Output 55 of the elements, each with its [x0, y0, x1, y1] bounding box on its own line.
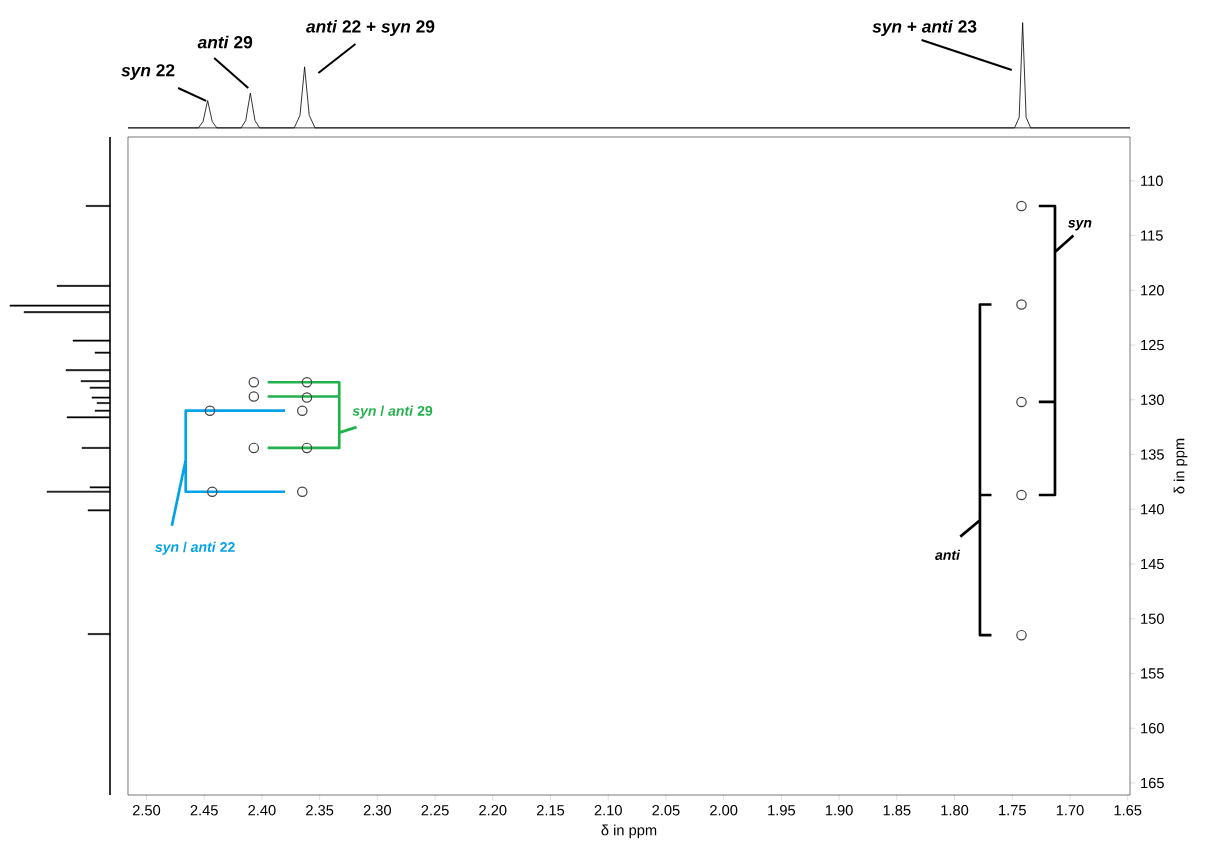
point	[207, 486, 218, 497]
x-tick-label: 1.70	[1056, 805, 1084, 816]
x-tick-label: 2.30	[363, 805, 392, 816]
y-tick-label: 135	[1141, 449, 1164, 460]
point	[297, 486, 308, 497]
annotation: anti	[935, 549, 961, 560]
x-tick-label: 2.35	[306, 805, 334, 816]
y-tick-label: 110	[1141, 175, 1163, 186]
y-tick-label: 140	[1141, 504, 1164, 515]
x-tick-label: 2.10	[594, 805, 622, 816]
x-tick-label: 2.20	[479, 805, 507, 816]
annotation: syn + anti 23	[872, 19, 977, 37]
y-tick-label: 145	[1141, 558, 1164, 570]
annotation: syn / anti 29	[352, 405, 433, 419]
point	[1016, 200, 1027, 212]
annotation: anti 22 + syn 29	[306, 19, 435, 37]
y-tick-label: 125	[1141, 339, 1164, 351]
y-tick-label: 160	[1141, 723, 1164, 734]
x-tick-label: 2.15	[536, 805, 565, 816]
y-tick-label: 155	[1141, 668, 1164, 679]
point	[1016, 396, 1027, 408]
point	[301, 376, 313, 388]
x-tick-label: 2.25	[421, 805, 449, 816]
x-tick-label: 2.45	[190, 805, 218, 816]
point	[1016, 489, 1027, 501]
y-tick-label: 165	[1141, 777, 1164, 789]
y-axis-title: δ in ppm	[1173, 438, 1188, 494]
y-tick-label: 150	[1141, 613, 1164, 624]
y-tick-label: 120	[1141, 285, 1164, 296]
x-tick-label: 2.05	[652, 805, 680, 816]
point	[204, 405, 216, 416]
x-tick-label: 1.75	[999, 805, 1026, 816]
x-tick-label: 2.40	[248, 805, 276, 816]
annotation: anti 29	[197, 35, 253, 49]
x-tick-label: 1.95	[768, 805, 796, 816]
annotation: syn / anti 22	[155, 541, 235, 555]
annotation: syn 22	[121, 64, 175, 80]
x-tick-label: 1.85	[883, 805, 911, 816]
x-tick-label: 2.50	[132, 805, 161, 816]
point	[1016, 629, 1027, 641]
point	[297, 405, 308, 416]
point	[248, 376, 260, 388]
point	[301, 392, 313, 403]
x-tick-label: 1.65	[1114, 805, 1142, 816]
point	[1016, 299, 1027, 310]
point	[248, 442, 260, 454]
annotation: syn	[1068, 219, 1092, 231]
y-tick-label: 130	[1141, 394, 1164, 405]
y-tick-label: 115	[1141, 230, 1163, 241]
x-tick-label: 2.00	[710, 805, 738, 816]
x-tick-label: 1.90	[825, 805, 853, 816]
point	[301, 442, 313, 454]
point	[248, 391, 260, 402]
x-tick-label: 1.80	[941, 805, 969, 816]
x-axis-title: δ in ppm	[601, 824, 657, 839]
